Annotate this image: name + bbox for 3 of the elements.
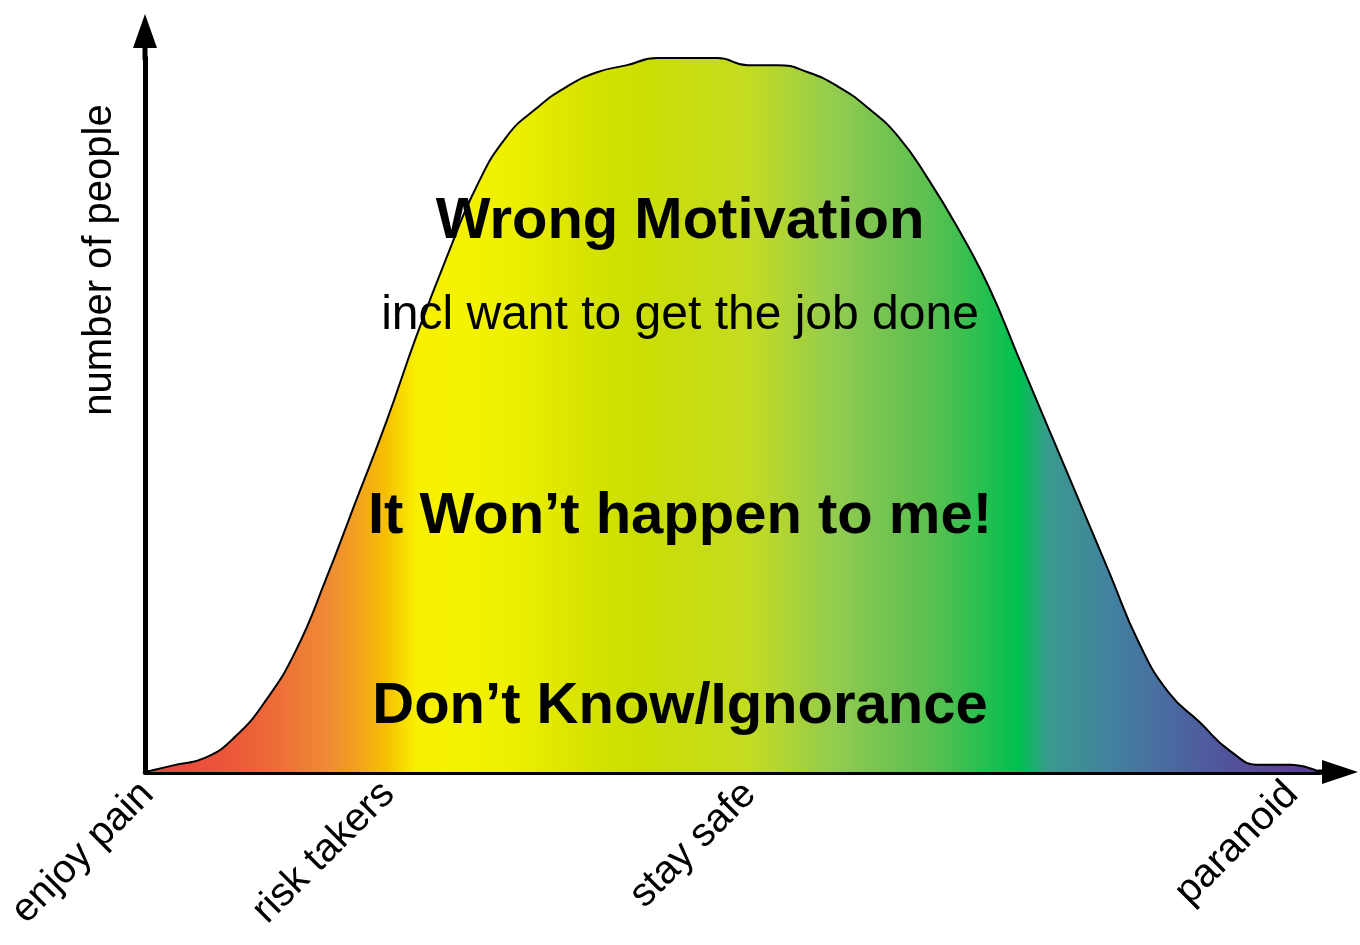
x-tick-label: stay safe	[618, 770, 764, 915]
annotation: It Won’t happen to me!	[368, 479, 992, 545]
y-axis-title: number of people	[75, 104, 119, 416]
